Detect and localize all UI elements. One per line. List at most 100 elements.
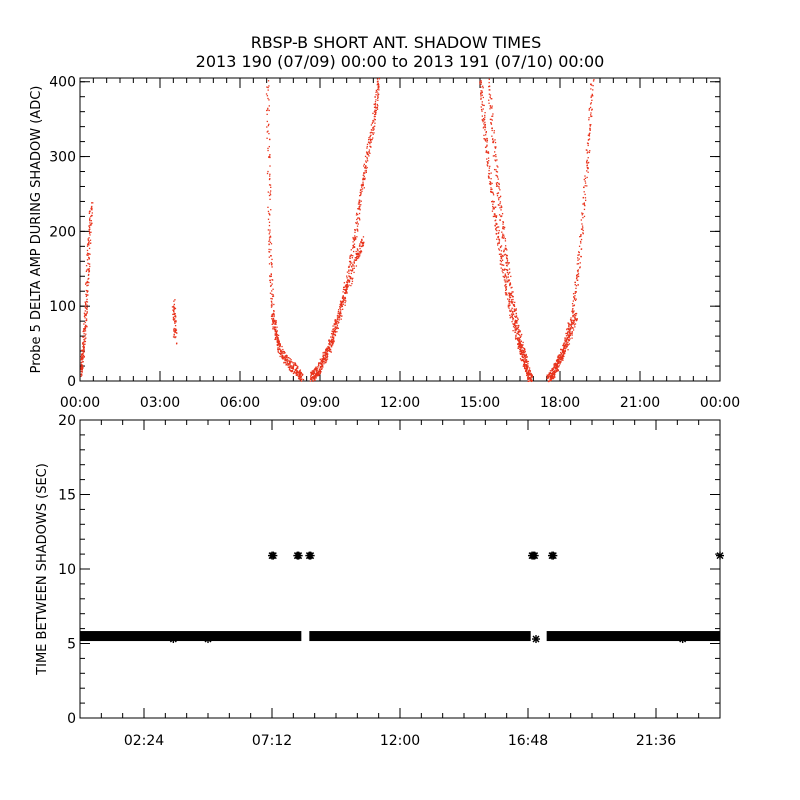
data-point <box>590 112 592 114</box>
data-point <box>88 281 90 284</box>
data-point <box>270 243 273 245</box>
data-point <box>363 178 365 180</box>
data-point <box>514 316 517 318</box>
data-point <box>501 206 503 208</box>
data-point <box>368 141 370 144</box>
data-point <box>575 277 578 280</box>
data-point <box>570 317 572 319</box>
data-point <box>375 109 377 112</box>
data-point <box>566 328 568 331</box>
data-point <box>273 315 275 318</box>
data-point <box>337 314 339 316</box>
data-point <box>483 123 485 125</box>
data-point <box>549 551 558 560</box>
data-point <box>356 236 358 238</box>
data-point <box>288 363 291 365</box>
data-point <box>592 85 594 87</box>
data-point <box>564 352 566 354</box>
data-point <box>294 362 296 364</box>
data-point <box>269 285 272 287</box>
data-point <box>522 365 525 367</box>
data-point <box>509 296 512 299</box>
data-point <box>373 115 376 118</box>
data-point <box>377 97 379 99</box>
data-point <box>526 355 528 358</box>
data-point <box>574 292 576 294</box>
data-point <box>331 335 334 337</box>
data-point <box>318 364 320 366</box>
data-point <box>484 134 487 136</box>
data-point <box>324 357 326 360</box>
data-point <box>571 311 574 313</box>
data-point <box>508 300 510 302</box>
data-point <box>88 253 90 255</box>
data-point <box>500 205 502 207</box>
data-point <box>84 326 87 329</box>
data-point <box>572 305 574 307</box>
data-point <box>589 106 592 109</box>
data-point <box>505 254 508 256</box>
data-point <box>510 313 513 315</box>
data-point <box>512 312 514 314</box>
data-point <box>562 349 564 351</box>
data-point <box>349 260 352 263</box>
data-point <box>501 268 504 271</box>
data-point <box>480 92 482 94</box>
data-point <box>312 372 314 374</box>
data-point <box>172 336 175 338</box>
data-point <box>490 107 493 109</box>
data-point <box>523 351 525 353</box>
data-point <box>174 324 177 327</box>
data-point <box>90 242 92 244</box>
data-point <box>352 244 354 247</box>
data-point <box>296 364 298 367</box>
data-point <box>493 201 495 203</box>
data-point <box>359 251 361 253</box>
data-point <box>584 180 586 182</box>
data-point <box>579 235 581 238</box>
data-point <box>591 115 593 117</box>
data-point <box>491 138 494 141</box>
data-point <box>530 380 533 383</box>
data-point <box>372 129 375 131</box>
data-point <box>546 376 548 378</box>
data-point <box>519 338 521 341</box>
data-point <box>341 297 344 300</box>
data-point <box>562 359 564 361</box>
data-point <box>484 126 487 129</box>
data-point <box>678 635 687 644</box>
data-point <box>85 314 87 317</box>
data-point <box>552 367 554 370</box>
data-point <box>351 278 353 280</box>
data-point <box>589 128 591 131</box>
data-point <box>499 259 502 262</box>
data-point <box>517 347 519 349</box>
data-point <box>357 254 359 256</box>
data-point <box>511 291 513 293</box>
data-point <box>577 273 580 275</box>
data-point <box>495 206 497 208</box>
data-point <box>483 138 485 140</box>
data-point <box>362 245 364 247</box>
data-point <box>509 295 511 297</box>
data-point <box>556 359 559 362</box>
data-point <box>491 127 493 129</box>
data-point <box>88 273 90 276</box>
data-point <box>83 348 85 351</box>
data-point <box>267 206 269 209</box>
data-point <box>281 351 283 354</box>
data-point <box>315 366 317 368</box>
data-point <box>81 374 83 376</box>
data-point <box>89 210 91 212</box>
data-point <box>301 374 303 376</box>
data-point <box>339 303 341 306</box>
data-point <box>268 263 271 265</box>
data-point <box>84 283 87 285</box>
data-point <box>364 178 366 181</box>
data-point <box>530 375 532 377</box>
data-point <box>506 259 509 261</box>
data-point <box>492 192 494 194</box>
data-point <box>365 167 367 170</box>
data-point <box>500 253 502 255</box>
data-point <box>504 238 506 240</box>
